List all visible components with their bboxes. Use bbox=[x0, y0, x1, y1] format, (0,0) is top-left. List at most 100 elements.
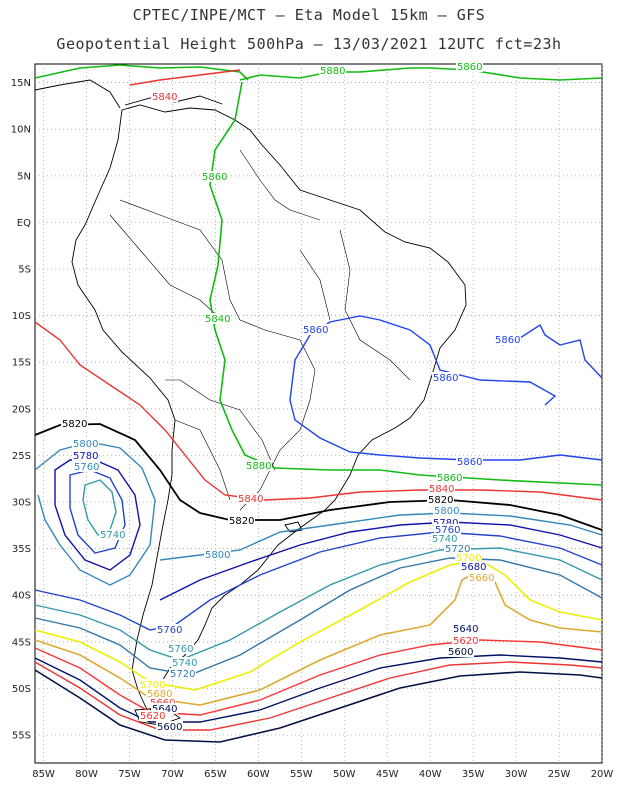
contour-5620 bbox=[34, 661, 603, 731]
contour-label-bg bbox=[433, 505, 460, 516]
contour-label-bg bbox=[167, 643, 194, 654]
contour-label-bg bbox=[444, 543, 471, 554]
lat-tick-label: 55S bbox=[12, 731, 31, 742]
contour-label: 5700 bbox=[456, 553, 481, 564]
contour-label: 5840 bbox=[152, 92, 177, 103]
contour-label: 5820 bbox=[62, 419, 87, 430]
latitude-ticks: 15N 10N 5N EQ 5S 10S 15S 20S 25S 30S 35S 40S 45S 50S 5… bbox=[11, 78, 31, 741]
contour-label-bg bbox=[494, 334, 521, 345]
contour-label-bg bbox=[302, 324, 329, 335]
contour-label: 5860 bbox=[457, 62, 482, 73]
plot-frame bbox=[34, 63, 603, 764]
contour-5600 bbox=[34, 669, 603, 743]
contour-label: 5860 bbox=[433, 373, 458, 384]
lat-tick-label: 30S bbox=[12, 498, 31, 509]
lon-tick-label: 25W bbox=[548, 769, 571, 780]
country-borders bbox=[109, 149, 411, 511]
contour-label: 5780 bbox=[433, 518, 458, 529]
contour-label: 5880 bbox=[320, 66, 345, 77]
lon-tick-label: 85W bbox=[32, 769, 55, 780]
contour-label: 5840 bbox=[429, 484, 454, 495]
falklands bbox=[284, 521, 303, 533]
contour-label: 5640 bbox=[152, 704, 177, 715]
contour-label: 5740 bbox=[432, 534, 457, 545]
contour-label: 5760 bbox=[157, 625, 182, 636]
contour-5720 bbox=[34, 557, 603, 676]
contour-label-bg bbox=[237, 493, 264, 504]
lon-tick-label: 30W bbox=[505, 769, 528, 780]
contour-label: 5820 bbox=[428, 495, 453, 506]
lat-tick-label: 5S bbox=[18, 265, 31, 276]
lat-tick-label: 40S bbox=[12, 591, 31, 602]
contour-label: 5840 bbox=[238, 494, 263, 505]
contour-label-bg bbox=[204, 313, 231, 324]
contour-label-bg bbox=[452, 635, 479, 646]
contour-label-bg bbox=[456, 456, 483, 467]
contour-label-bg bbox=[204, 549, 231, 560]
contour-label: 5600 bbox=[157, 722, 182, 733]
contour-label-bg bbox=[432, 517, 459, 528]
contour-label: 5760 bbox=[168, 644, 193, 655]
contour-label-bg bbox=[146, 688, 173, 699]
contour-label: 5760 bbox=[435, 525, 460, 536]
lat-tick-label: 15N bbox=[11, 78, 31, 89]
lat-tick-label: 5N bbox=[17, 171, 31, 182]
lon-tick-label: 60W bbox=[247, 769, 270, 780]
lat-tick-label: 45S bbox=[12, 637, 31, 648]
contour-label-bg bbox=[319, 65, 346, 76]
contour-label-bg bbox=[452, 623, 479, 634]
contour-label-bg bbox=[431, 533, 458, 544]
contour-label-bg bbox=[151, 91, 178, 102]
lat-tick-label: 25S bbox=[12, 451, 31, 462]
contour-label: 5820 bbox=[229, 516, 254, 527]
contour-label: 5620 bbox=[453, 636, 478, 647]
lon-tick-label: 40W bbox=[419, 769, 442, 780]
lon-tick-label: 80W bbox=[75, 769, 98, 780]
contour-label: 5700 bbox=[140, 680, 165, 691]
contour-label-bg bbox=[455, 552, 482, 563]
lon-tick-label: 35W bbox=[462, 769, 485, 780]
contour-label-bg bbox=[428, 483, 455, 494]
lat-tick-label: 20S bbox=[12, 404, 31, 415]
contour-label-bg bbox=[432, 372, 459, 383]
contour-label-bg bbox=[73, 461, 100, 472]
contour-5680 bbox=[34, 569, 603, 706]
contour-label: 5800 bbox=[205, 550, 230, 561]
contour-label: 5840 bbox=[205, 314, 230, 325]
contour-label: 5860 bbox=[457, 457, 482, 468]
contour-label-bg bbox=[427, 494, 454, 505]
contour-label-bg bbox=[61, 418, 88, 429]
contour-label-bg bbox=[156, 721, 183, 732]
contour-label-bg bbox=[72, 450, 99, 461]
contour-label-bg bbox=[139, 679, 166, 690]
lon-tick-label: 75W bbox=[118, 769, 141, 780]
contour-5640 bbox=[34, 654, 603, 723]
lat-tick-label: 10N bbox=[11, 125, 31, 136]
contour-label: 5880 bbox=[246, 461, 271, 472]
contour-label-bg bbox=[72, 438, 99, 449]
contour-label: 5640 bbox=[453, 624, 478, 635]
lon-tick-label: 50W bbox=[333, 769, 356, 780]
contour-label: 5780 bbox=[73, 451, 98, 462]
contour-label-bg bbox=[156, 624, 183, 635]
contour-label-bg bbox=[201, 171, 228, 182]
map-title: CPTEC/INPE/MCT – Eta Model 15km – GFS bbox=[132, 6, 486, 24]
lon-tick-label: 45W bbox=[376, 769, 399, 780]
contour-label: 5740 bbox=[172, 658, 197, 669]
central-america bbox=[34, 79, 121, 109]
lon-tick-label: 65W bbox=[204, 769, 227, 780]
lat-tick-label: 50S bbox=[12, 684, 31, 695]
contour-label: 5800 bbox=[73, 439, 98, 450]
contour-label-bg bbox=[139, 710, 166, 721]
lon-tick-label: 55W bbox=[290, 769, 313, 780]
contour-label-bg bbox=[171, 657, 198, 668]
contour-label: 5800 bbox=[434, 506, 459, 517]
contour-label: 5860 bbox=[495, 335, 520, 346]
contour-label: 5680 bbox=[147, 689, 172, 700]
contour-label: 5660 bbox=[469, 573, 494, 584]
contour-label: 5600 bbox=[448, 647, 473, 658]
contour-label-bg bbox=[228, 515, 255, 526]
contour-label: 5860 bbox=[437, 473, 462, 484]
